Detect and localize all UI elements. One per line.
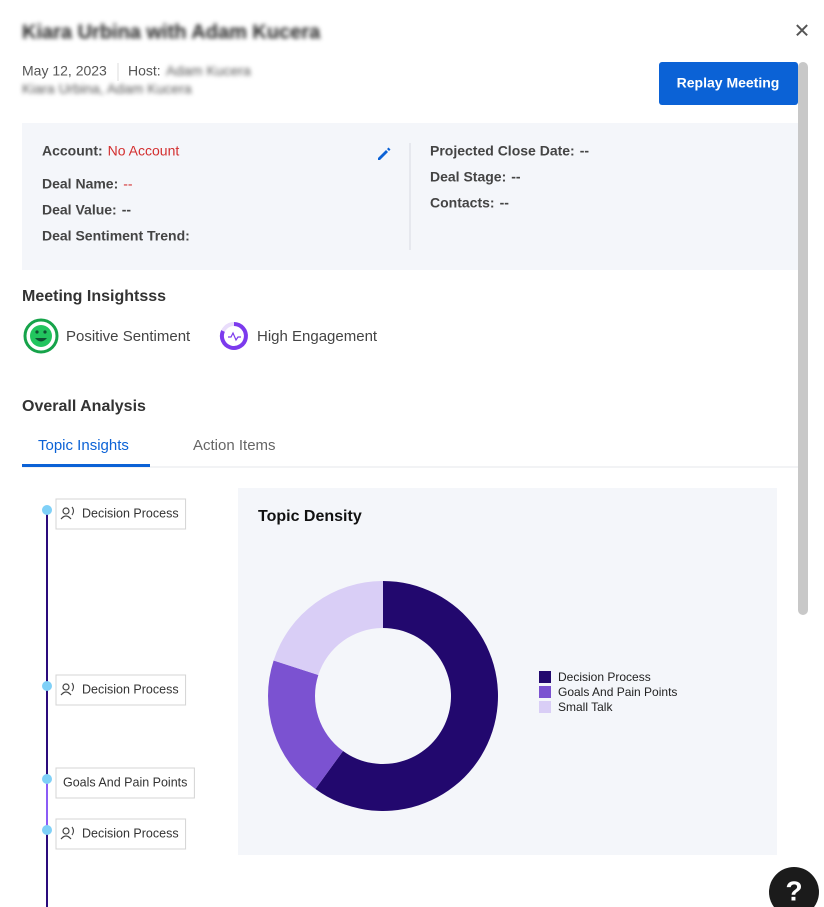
donut-slice [315, 581, 498, 811]
field-value: -- [580, 143, 590, 159]
legend-swatch [539, 671, 551, 683]
timeline-chip [55, 818, 187, 850]
timeline-label: Decision Process [82, 682, 179, 696]
insight-label: Positive Sentiment [66, 328, 191, 345]
field-value: -- [122, 202, 132, 218]
timeline-dot [42, 505, 52, 515]
donut-slice [273, 581, 383, 675]
timeline-label: Goals And Pain Points [63, 775, 187, 789]
field-label: Deal Value: [42, 202, 117, 218]
timeline-dot [42, 774, 52, 784]
legend-label: Decision Process [558, 670, 651, 684]
scrollbar[interactable] [798, 62, 808, 615]
speaker-wave [71, 506, 75, 516]
eye [35, 330, 39, 334]
speaker-icon [60, 835, 72, 840]
insight-label: High Engagement [257, 328, 378, 345]
pencil [378, 147, 391, 160]
tab-active[interactable]: Topic Insights [38, 437, 129, 454]
replay-button-label: Replay Meeting [677, 75, 780, 91]
speaker-wave [71, 826, 75, 836]
field-label: Contacts: [430, 195, 495, 211]
meeting-date: May 12, 2023 [22, 63, 107, 79]
timeline-chip [55, 498, 187, 530]
timeline-dot [42, 825, 52, 835]
close-button[interactable]: ✕ [794, 20, 811, 42]
timeline: Decision Process Decision Process Goals An… [42, 498, 195, 850]
participants: Kiara Urbina, Adam Kucera [22, 81, 192, 97]
field-value: -- [500, 195, 510, 211]
speaker-icon [62, 683, 70, 691]
host-label: Host: [128, 63, 161, 79]
speaker-icon [60, 691, 72, 696]
speaker-icon [62, 827, 70, 835]
field-label: Account: [42, 143, 103, 159]
legend-swatch [539, 686, 551, 698]
tab-underline [22, 464, 150, 467]
timeline-chip [55, 767, 195, 799]
timeline-dot [42, 681, 52, 691]
field-label: Deal Name: [42, 176, 118, 192]
speaker-icon [60, 515, 72, 520]
replay-button[interactable] [659, 62, 798, 105]
timeline-label: Decision Process [82, 826, 179, 840]
eye [43, 330, 47, 334]
speaker-wave [71, 682, 75, 692]
section-title: Overall Analysis [22, 398, 146, 415]
field-value: No Account [108, 143, 180, 159]
chart-title: Topic Density [258, 508, 362, 525]
help-label: ? [785, 875, 802, 906]
engagement-ring [219, 322, 248, 350]
legend-label: Goals And Pain Points [558, 685, 677, 699]
field-label: Projected Close Date: [430, 143, 575, 159]
donut-slice [268, 660, 344, 790]
legend-label: Small Talk [558, 700, 613, 714]
field-value: -- [511, 169, 521, 185]
section-title: Meeting Insightsss [22, 288, 166, 305]
sentiment-icon [23, 318, 59, 354]
meeting-title: Kiara Urbina with Adam Kucera [22, 21, 321, 43]
tab[interactable]: Action Items [193, 437, 276, 454]
edit-icon[interactable] [378, 147, 391, 161]
timeline-label: Decision Process [82, 506, 179, 520]
sentiment-face [30, 325, 52, 347]
speaker-icon [62, 507, 70, 515]
field-value: -- [123, 176, 133, 192]
mouth [35, 338, 47, 342]
pulse [228, 331, 241, 342]
field-label: Deal Sentiment Trend: [42, 228, 190, 244]
timeline-chip [55, 674, 187, 706]
field-label: Deal Stage: [430, 169, 506, 185]
legend-swatch [539, 701, 551, 713]
help-button[interactable] [769, 867, 819, 907]
host-name: Adam Kucera [166, 63, 251, 79]
